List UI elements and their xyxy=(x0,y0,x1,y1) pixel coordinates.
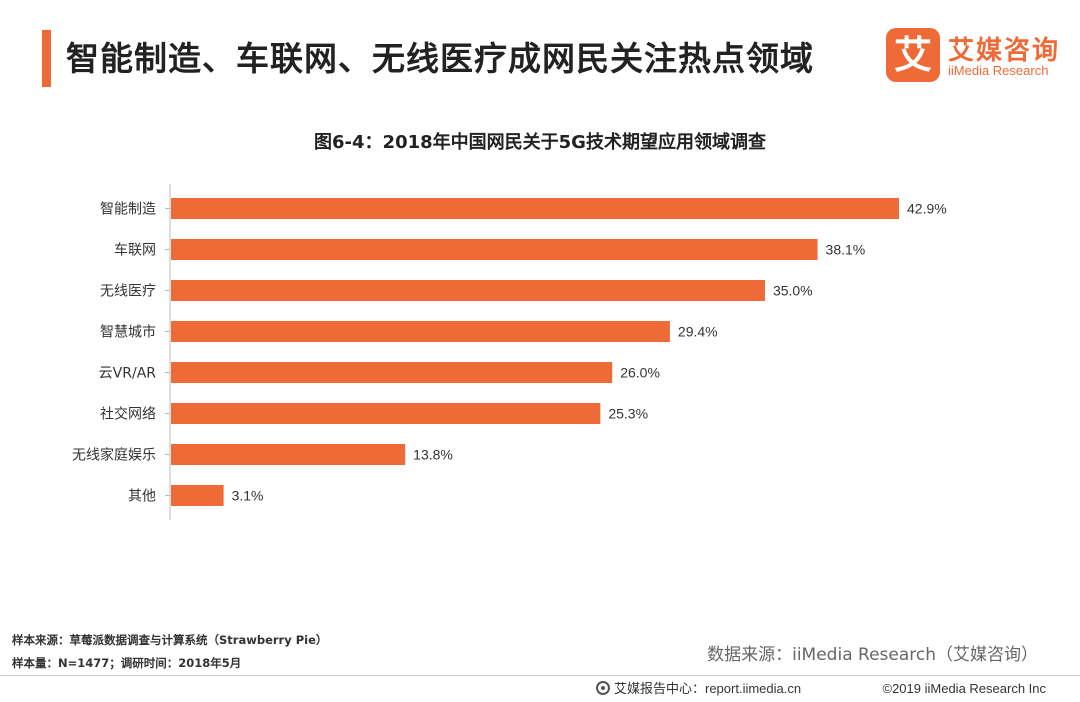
value-label: 13.8% xyxy=(413,447,453,463)
category-label: 无线家庭娱乐 xyxy=(72,447,156,464)
footer-report-text: 艾媒报告中心：report.iimedia.cn xyxy=(614,681,802,696)
value-label: 35.0% xyxy=(773,283,813,299)
value-label: 38.1% xyxy=(826,242,866,258)
bar xyxy=(171,321,670,342)
category-label: 云VR/AR xyxy=(99,366,157,382)
category-label: 智慧城市 xyxy=(100,324,156,341)
value-label: 42.9% xyxy=(907,201,947,217)
value-label: 25.3% xyxy=(608,406,648,422)
value-label: 26.0% xyxy=(620,365,660,381)
bar xyxy=(171,280,765,301)
bar xyxy=(171,444,406,465)
bar xyxy=(171,485,224,506)
footer-copyright: ©2019 iiMedia Research Inc xyxy=(882,681,1047,696)
data-source: 数据来源：iiMedia Research（艾媒咨询） xyxy=(707,645,1038,665)
iimedia-logo: 艾 艾媒咨询 iiMedia Research xyxy=(886,28,1066,86)
bar xyxy=(171,198,899,219)
sample-size-note: 样本量：N=1477；调研时间：2018年5月 xyxy=(12,656,242,670)
category-label: 无线医疗 xyxy=(100,284,156,300)
bar-chart: 智能制造 42.9% 车联网 38.1% 无线医疗 35.0% 智慧城市 29.4% 云VR/A… xyxy=(72,184,947,520)
page-title: 智能制造、车联网、无线医疗成网民关注热点领域 xyxy=(66,39,814,78)
category-label: 其他 xyxy=(128,489,156,505)
globe-icon xyxy=(596,681,610,695)
chart-title: 图6-4：2018年中国网民关于5G技术期望应用领域调查 xyxy=(314,132,766,153)
category-label: 社交网络 xyxy=(100,406,156,423)
logo-name-cn: 艾媒咨询 xyxy=(948,36,1061,66)
footer-report-center[interactable]: 艾媒报告中心：report.iimedia.cn xyxy=(596,680,801,698)
value-label: 29.4% xyxy=(678,324,718,340)
bar xyxy=(171,362,613,383)
sample-source-note: 样本来源：草莓派数据调查与计算系统（Strawberry Pie） xyxy=(12,633,328,647)
title-accent-bar xyxy=(42,30,51,87)
category-label: 智能制造 xyxy=(100,202,156,218)
logo-name-en: iiMedia Research xyxy=(948,63,1049,78)
bar xyxy=(171,239,818,260)
logo-mark-icon: 艾 xyxy=(886,28,940,82)
category-label: 车联网 xyxy=(114,242,156,259)
value-label: 3.1% xyxy=(232,488,264,504)
bar xyxy=(171,403,601,424)
footer-divider xyxy=(0,675,1080,676)
